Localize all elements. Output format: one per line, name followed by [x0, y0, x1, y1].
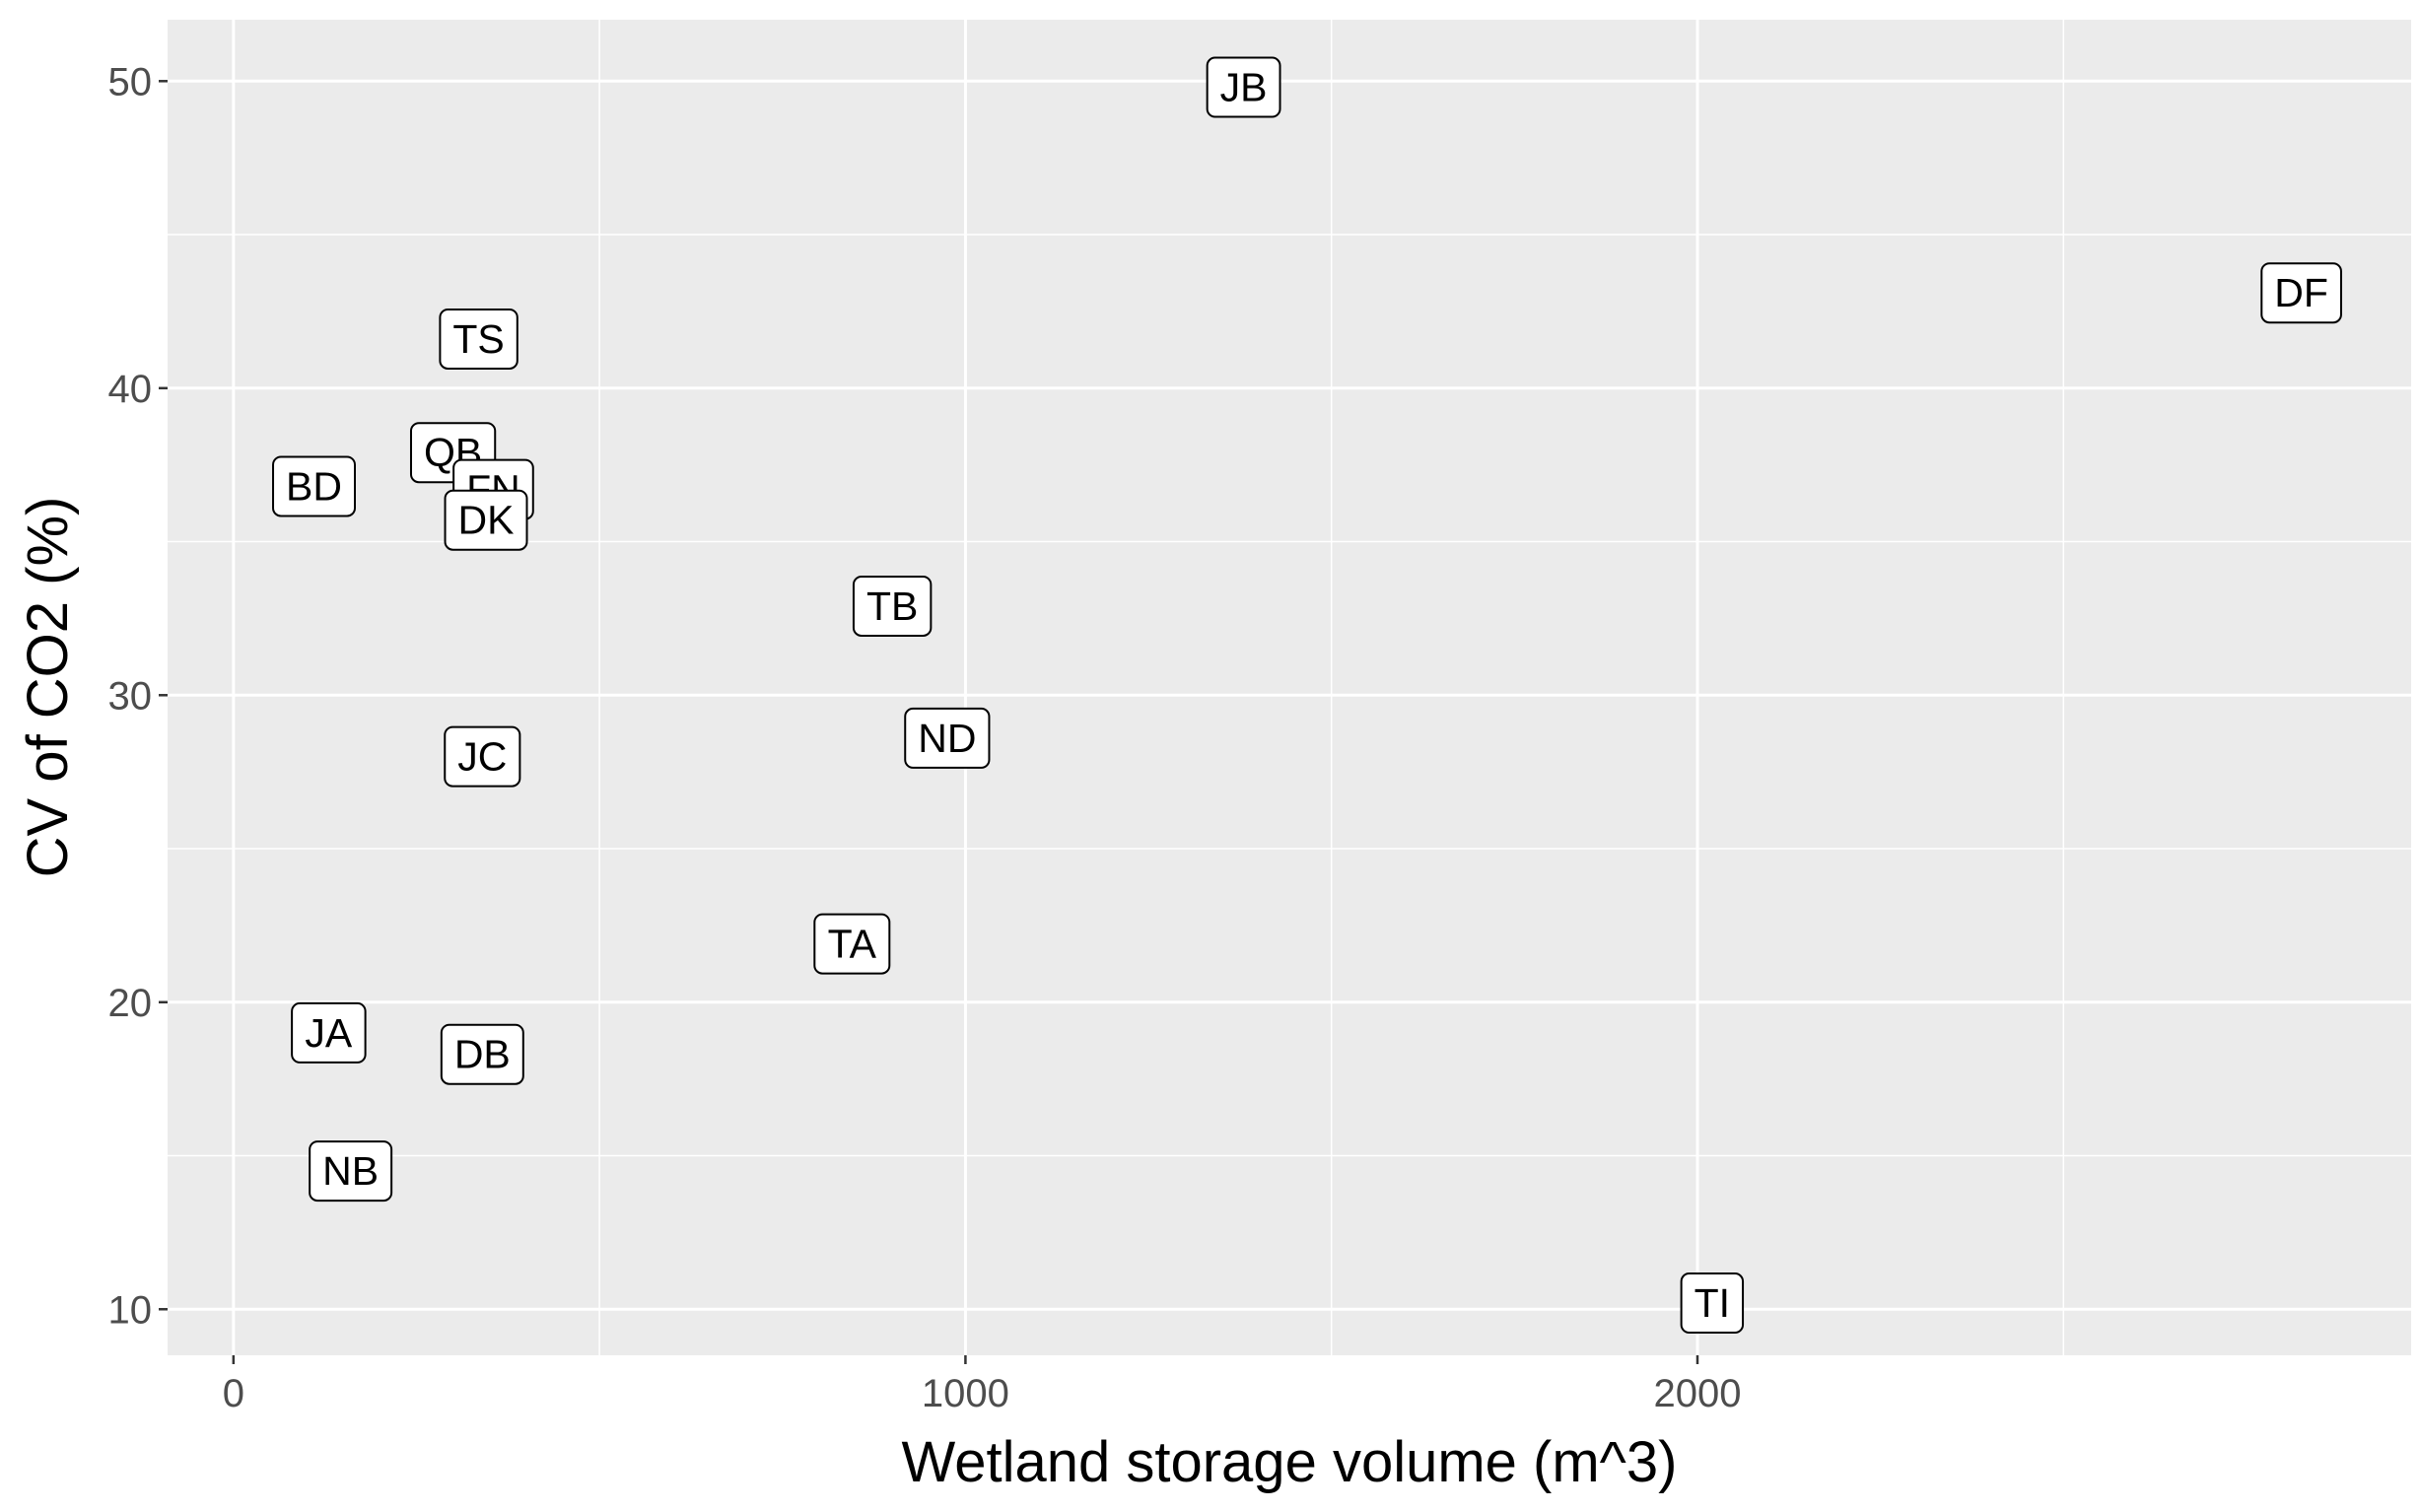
point-label-jb: JB [1206, 56, 1281, 118]
y-tick-label: 40 [108, 368, 153, 411]
x-tick-label: 0 [223, 1372, 244, 1415]
x-tick-label: 1000 [922, 1372, 1009, 1415]
minor-gridlines [168, 20, 2411, 1355]
point-label-text: TB [866, 584, 918, 629]
point-label-box [440, 1023, 524, 1085]
point-label-box [904, 707, 991, 769]
major-gridlines [168, 20, 2411, 1355]
point-label-box [272, 455, 356, 517]
point-label-db: DB [440, 1023, 524, 1085]
point-label-text: TI [1695, 1280, 1730, 1326]
point-label-bd: BD [272, 455, 356, 517]
panel-background [168, 20, 2411, 1355]
point-label-nb: NB [309, 1140, 393, 1203]
y-axis-tick-labels: 10 20 30 40 50 [108, 60, 153, 1332]
y-tick-label: 50 [108, 60, 153, 103]
axis-ticks [159, 80, 1699, 1364]
point-label-nd: ND [904, 707, 991, 769]
point-label-text: NB [322, 1148, 379, 1194]
point-label-ta: TA [813, 913, 891, 975]
point-label-box [852, 575, 933, 637]
point-label-text: TS [452, 316, 504, 362]
point-label-dk: DK [444, 489, 528, 551]
point-label-box [1206, 56, 1281, 118]
point-label-box [439, 308, 519, 370]
point-label-text: DB [454, 1032, 511, 1077]
y-axis-title: CV of CO2 (%) [16, 497, 80, 878]
point-label-box [444, 489, 528, 551]
x-axis-tick-labels: 0 1000 2000 [223, 1372, 1742, 1415]
x-tick-label: 2000 [1653, 1372, 1741, 1415]
point-label-text: TA [828, 922, 877, 967]
point-label-tb: TB [852, 575, 933, 637]
point-label-text: JC [457, 734, 507, 780]
point-label-box [444, 725, 521, 788]
y-tick-label: 30 [108, 674, 153, 718]
point-label-df: DF [2260, 262, 2342, 324]
point-label-box [1680, 1272, 1745, 1335]
point-label-text: JA [305, 1010, 353, 1056]
point-label-ts: TS [439, 308, 519, 370]
y-tick-label: 10 [108, 1288, 153, 1332]
point-label-box [813, 913, 891, 975]
point-label-text: JB [1220, 65, 1268, 110]
y-tick-label: 20 [108, 982, 153, 1025]
point-label-text: BD [286, 463, 342, 509]
point-label-box [2260, 262, 2342, 324]
point-label-text: DK [458, 498, 515, 543]
point-label-ti: TI [1680, 1272, 1745, 1335]
point-label-text: ND [918, 716, 976, 761]
point-label-ja: JA [291, 1001, 367, 1064]
point-label-text: DF [2274, 270, 2328, 315]
point-label-jc: JC [444, 725, 521, 788]
point-label-box [291, 1001, 367, 1064]
point-label-box [309, 1140, 393, 1203]
x-axis-title: Wetland storage volume (m^3) [902, 1430, 1678, 1494]
